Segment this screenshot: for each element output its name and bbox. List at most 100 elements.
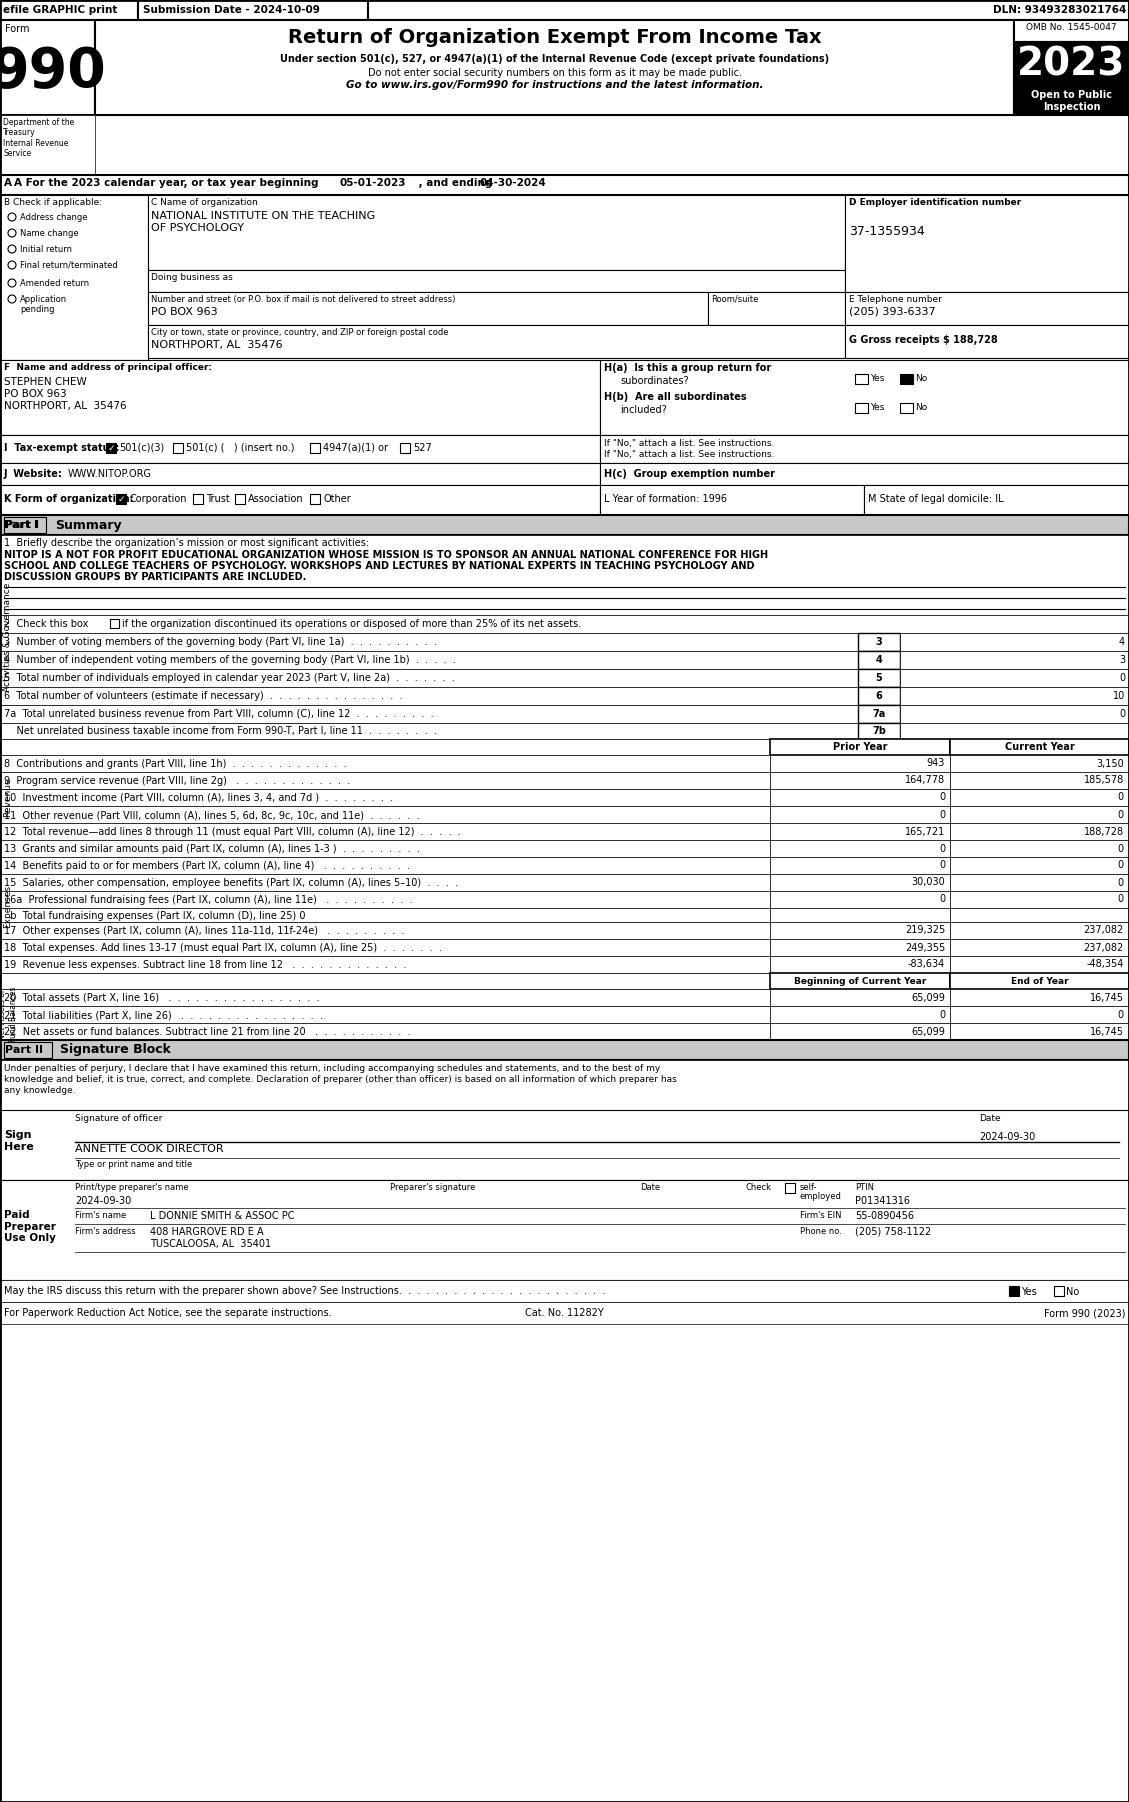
- Text: efile GRAPHIC print: efile GRAPHIC print: [3, 5, 117, 14]
- Text: 37-1355934: 37-1355934: [849, 225, 925, 238]
- Bar: [949, 789, 1129, 805]
- Bar: [0, 755, 770, 771]
- Text: Check: Check: [745, 1182, 771, 1191]
- Text: 2  Check this box: 2 Check this box: [5, 620, 88, 629]
- Bar: [599, 434, 1129, 463]
- Text: 12  Total revenue—add lines 8 through 11 (must equal Part VIII, column (A), line: 12 Total revenue—add lines 8 through 11 …: [5, 827, 461, 836]
- Bar: [785, 1182, 795, 1193]
- Text: City or town, state or province, country, and ZIP or foreign postal code: City or town, state or province, country…: [151, 328, 448, 337]
- Text: If "No," attach a list. See instructions.: If "No," attach a list. See instructions…: [604, 450, 774, 460]
- Text: E Telephone number: E Telephone number: [849, 296, 942, 305]
- Bar: [900, 687, 1129, 705]
- Bar: [193, 494, 203, 505]
- Bar: [949, 1006, 1129, 1024]
- Bar: [148, 270, 844, 292]
- Text: 408 HARGROVE RD E A: 408 HARGROVE RD E A: [150, 1227, 264, 1236]
- Bar: [0, 669, 858, 687]
- Text: No: No: [1066, 1287, 1079, 1297]
- Bar: [0, 0, 138, 20]
- Text: Prior Year: Prior Year: [833, 742, 887, 751]
- Text: 19  Revenue less expenses. Subtract line 18 from line 12   .  .  .  .  .  .  .  : 19 Revenue less expenses. Subtract line …: [5, 960, 406, 969]
- Bar: [770, 824, 949, 840]
- Text: J  Website:: J Website:: [5, 469, 63, 479]
- Text: H(c)  Group exemption number: H(c) Group exemption number: [604, 469, 774, 479]
- Text: Summary: Summary: [55, 519, 122, 532]
- Bar: [0, 1180, 1129, 1279]
- Bar: [138, 0, 368, 20]
- Text: Revenue: Revenue: [3, 778, 12, 818]
- Bar: [858, 687, 900, 705]
- Text: Paid
Preparer
Use Only: Paid Preparer Use Only: [5, 1209, 55, 1243]
- Bar: [148, 195, 844, 270]
- Text: 30,030: 30,030: [911, 878, 945, 888]
- Text: 237,082: 237,082: [1084, 942, 1124, 953]
- Text: 501(c) (   ) (insert no.): 501(c) ( ) (insert no.): [186, 443, 295, 452]
- Text: knowledge and belief, it is true, correct, and complete. Declaration of preparer: knowledge and belief, it is true, correc…: [5, 1076, 676, 1085]
- Text: 0: 0: [939, 843, 945, 854]
- Bar: [770, 739, 949, 755]
- Text: I  Tax-exempt status:: I Tax-exempt status:: [5, 443, 120, 452]
- Bar: [1009, 1287, 1019, 1296]
- Text: Signature Block: Signature Block: [60, 1043, 170, 1056]
- Text: K Form of organization:: K Form of organization:: [5, 494, 133, 505]
- Text: L Year of formation: 1996: L Year of formation: 1996: [604, 494, 727, 505]
- Text: 16,745: 16,745: [1089, 1027, 1124, 1036]
- Text: 9  Program service revenue (Part VIII, line 2g)   .  .  .  .  .  .  .  .  .  .  : 9 Program service revenue (Part VIII, li…: [5, 777, 350, 786]
- Text: DISCUSSION GROUPS BY PARTICIPANTS ARE INCLUDED.: DISCUSSION GROUPS BY PARTICIPANTS ARE IN…: [5, 571, 306, 582]
- Bar: [0, 824, 770, 840]
- Text: Signature of officer: Signature of officer: [75, 1114, 163, 1123]
- Text: Association: Association: [248, 494, 304, 505]
- Text: 4: 4: [1119, 636, 1124, 647]
- Text: Do not enter social security numbers on this form as it may be made public.: Do not enter social security numbers on …: [368, 68, 742, 77]
- Bar: [770, 973, 949, 989]
- Bar: [949, 957, 1129, 973]
- Text: 8  Contributions and grants (Part VIII, line 1h)  .  .  .  .  .  .  .  .  .  .  : 8 Contributions and grants (Part VIII, l…: [5, 759, 347, 769]
- Text: OF PSYCHOLOGY: OF PSYCHOLOGY: [151, 223, 244, 232]
- Text: 7a: 7a: [873, 708, 885, 719]
- Text: 16,745: 16,745: [1089, 993, 1124, 1002]
- Bar: [949, 908, 1129, 923]
- Text: NORTHPORT, AL  35476: NORTHPORT, AL 35476: [5, 402, 126, 411]
- Bar: [173, 443, 183, 452]
- Bar: [0, 1110, 1129, 1180]
- Text: 0: 0: [1118, 843, 1124, 854]
- Text: 2023: 2023: [1017, 45, 1126, 83]
- Text: Trust: Trust: [205, 494, 229, 505]
- Bar: [900, 705, 1129, 723]
- Bar: [0, 1006, 770, 1024]
- Bar: [949, 1024, 1129, 1040]
- Bar: [858, 669, 900, 687]
- Bar: [949, 739, 1129, 755]
- Bar: [949, 840, 1129, 858]
- Text: included?: included?: [620, 405, 667, 414]
- Bar: [855, 404, 868, 413]
- Text: employed: employed: [800, 1191, 842, 1200]
- Bar: [148, 292, 708, 324]
- Text: Cat. No. 11282Y: Cat. No. 11282Y: [525, 1308, 604, 1317]
- Text: Address change: Address change: [20, 213, 88, 222]
- Text: Preparer's signature: Preparer's signature: [390, 1182, 475, 1191]
- Bar: [5, 517, 46, 533]
- Text: Current Year: Current Year: [1005, 742, 1075, 751]
- Bar: [900, 633, 1129, 651]
- Text: STEPHEN CHEW: STEPHEN CHEW: [5, 377, 87, 387]
- Text: DLN: 93493283021764: DLN: 93493283021764: [992, 5, 1126, 14]
- Text: 0: 0: [939, 793, 945, 802]
- Bar: [770, 939, 949, 957]
- Bar: [0, 739, 770, 755]
- Text: Department of the
Treasury
Internal Revenue
Service: Department of the Treasury Internal Reve…: [3, 117, 75, 159]
- Text: 18  Total expenses. Add lines 13-17 (must equal Part IX, column (A), line 25)  .: 18 Total expenses. Add lines 13-17 (must…: [5, 942, 441, 953]
- Bar: [770, 908, 949, 923]
- Bar: [949, 923, 1129, 939]
- Text: 05-01-2023: 05-01-2023: [340, 178, 406, 187]
- Bar: [900, 404, 913, 413]
- Text: 4: 4: [876, 654, 883, 665]
- Text: H(b)  Are all subordinates: H(b) Are all subordinates: [604, 393, 746, 402]
- Text: A: A: [5, 178, 12, 187]
- Text: 16a  Professional fundraising fees (Part IX, column (A), line 11e)   .  .  .  . : 16a Professional fundraising fees (Part …: [5, 896, 412, 905]
- Text: ANNETTE COOK DIRECTOR: ANNETTE COOK DIRECTOR: [75, 1144, 224, 1153]
- Bar: [235, 494, 245, 505]
- Bar: [858, 651, 900, 669]
- Text: Amended return: Amended return: [20, 279, 89, 288]
- Text: G Gross receipts $ 188,728: G Gross receipts $ 188,728: [849, 335, 998, 344]
